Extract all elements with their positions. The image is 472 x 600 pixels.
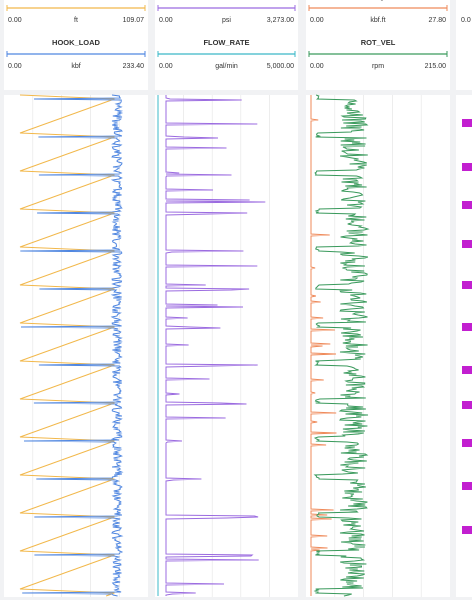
curve-max: 3,273.00 (267, 17, 294, 24)
track-header (4, 0, 148, 90)
curve-min: 0.00 (159, 63, 173, 70)
curve-min: 0.00 (8, 63, 22, 70)
block-pos-curve (19, 94, 115, 597)
curve-unit: psi (222, 17, 231, 24)
curve-name: BLOCK_POS (53, 0, 100, 1)
event-marker (462, 119, 472, 127)
curve-unit: ft (74, 17, 78, 24)
track-body (155, 95, 298, 597)
event-marker (462, 401, 472, 409)
curve-unit: kbf.ft (370, 17, 385, 24)
curve-min: 0.00 (310, 63, 324, 70)
curve-unit: gal/min (215, 63, 238, 70)
curve-name: HOOK_LOAD (52, 38, 101, 47)
event-marker (462, 240, 472, 248)
event-marker (462, 526, 472, 534)
curve-name: TORQUE (362, 0, 394, 1)
track-body (306, 95, 450, 597)
track-body (4, 95, 148, 597)
curve-max: 27.80 (428, 17, 446, 24)
curve-unit: rpm (372, 63, 384, 70)
curve-name: ROT_VEL (361, 38, 396, 47)
event-marker (462, 439, 472, 447)
curve-min: 0.00 (310, 17, 324, 24)
event-marker (462, 482, 472, 490)
event-marker (462, 366, 472, 374)
event-marker (462, 281, 472, 289)
curve-max: 233.40 (123, 63, 145, 70)
hook-load-curve (20, 94, 124, 597)
curve-max: 215.00 (425, 63, 447, 70)
curve-min: 0.00 (159, 17, 173, 24)
curve-max: 5,000.00 (267, 63, 294, 70)
curve-unit: kbf (71, 63, 80, 70)
curve-min: 0.0 (461, 17, 471, 24)
event-marker (462, 323, 472, 331)
track-body (456, 95, 472, 597)
track-header (306, 0, 450, 90)
curve-max: 109.07 (123, 17, 145, 24)
curve-name: STAND_PRESSURE (191, 0, 262, 1)
curve-name: FLOW_RATE (203, 38, 249, 47)
track-header (456, 0, 472, 90)
track-header (155, 0, 298, 90)
event-marker (462, 163, 472, 171)
stand-pressure-curve (165, 95, 266, 596)
rot-vel-curve (313, 94, 370, 597)
curve-min: 0.00 (8, 17, 22, 24)
event-marker (462, 201, 472, 209)
torque-curve (310, 95, 337, 596)
